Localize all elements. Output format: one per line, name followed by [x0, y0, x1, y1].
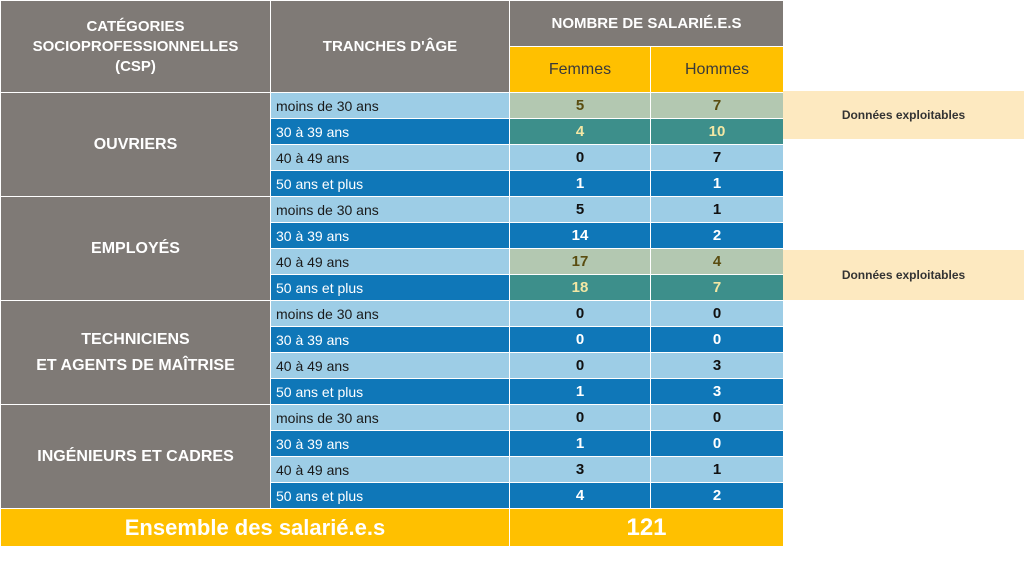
- age-cell: moins de 30 ans: [270, 300, 510, 327]
- women-value: 0: [509, 300, 651, 327]
- age-cell: 40 à 49 ans: [270, 352, 510, 379]
- age-cell: 50 ans et plus: [270, 378, 510, 405]
- age-header: TRANCHES D'ÂGE: [270, 0, 510, 93]
- women-value: 1: [509, 170, 651, 197]
- men-value: 2: [650, 222, 784, 249]
- women-value: 0: [509, 404, 651, 431]
- men-value: 7: [650, 92, 784, 119]
- men-value: 10: [650, 118, 784, 145]
- men-value: 1: [650, 170, 784, 197]
- women-value: 0: [509, 144, 651, 171]
- women-value: 1: [509, 378, 651, 405]
- men-value: 4: [650, 248, 784, 275]
- total-label: Ensemble des salarié.e.s: [0, 508, 510, 547]
- group-label-ouvriers: OUVRIERS: [0, 92, 271, 197]
- csp-header-line3: (CSP): [115, 57, 156, 75]
- women-value: 5: [509, 196, 651, 223]
- age-cell: 30 à 39 ans: [270, 430, 510, 457]
- men-value: 7: [650, 274, 784, 301]
- group-label-employes: EMPLOYÉS: [0, 196, 271, 301]
- women-value: 17: [509, 248, 651, 275]
- group-label-techniciens: TECHNICIENS ET AGENTS DE MAÎTRISE: [0, 300, 271, 405]
- men-value: 0: [650, 300, 784, 327]
- age-cell: 50 ans et plus: [270, 274, 510, 301]
- age-cell: 30 à 39 ans: [270, 222, 510, 249]
- age-cell: 40 à 49 ans: [270, 248, 510, 275]
- men-value: 1: [650, 456, 784, 483]
- employee-table: CATÉGORIES SOCIOPROFESSIONNELLES (CSP) T…: [0, 0, 784, 547]
- age-cell: 40 à 49 ans: [270, 456, 510, 483]
- men-value: 0: [650, 404, 784, 431]
- age-cell: moins de 30 ans: [270, 196, 510, 223]
- women-value: 3: [509, 456, 651, 483]
- total-value: 121: [509, 508, 784, 547]
- group-label-line2: ET AGENTS DE MAÎTRISE: [36, 356, 235, 374]
- women-value: 4: [509, 482, 651, 509]
- men-value: 0: [650, 430, 784, 457]
- age-cell: 50 ans et plus: [270, 170, 510, 197]
- men-value: 1: [650, 196, 784, 223]
- group-label-line1: INGÉNIEURS ET CADRES: [37, 447, 234, 465]
- men-value: 3: [650, 352, 784, 379]
- csp-header-line2: SOCIOPROFESSIONNELLES: [32, 37, 239, 55]
- women-header: Femmes: [509, 46, 651, 93]
- age-cell: 30 à 39 ans: [270, 118, 510, 145]
- note-exploitable-ouvriers: Données exploitables: [783, 91, 1024, 139]
- csp-header-line1: CATÉGORIES: [86, 17, 185, 35]
- group-label-ingenieurs: INGÉNIEURS ET CADRES: [0, 404, 271, 509]
- group-label-line1: OUVRIERS: [93, 135, 178, 153]
- csp-header: CATÉGORIES SOCIOPROFESSIONNELLES (CSP): [0, 0, 271, 93]
- age-cell: 30 à 39 ans: [270, 326, 510, 353]
- women-value: 1: [509, 430, 651, 457]
- women-value: 4: [509, 118, 651, 145]
- note-exploitable-employes: Données exploitables: [783, 250, 1024, 300]
- men-value: 7: [650, 144, 784, 171]
- women-value: 0: [509, 326, 651, 353]
- group-label-line1: EMPLOYÉS: [91, 239, 180, 257]
- count-header: NOMBRE DE SALARIÉ.E.S: [509, 0, 784, 47]
- men-value: 2: [650, 482, 784, 509]
- men-value: 0: [650, 326, 784, 353]
- women-value: 5: [509, 92, 651, 119]
- age-cell: moins de 30 ans: [270, 404, 510, 431]
- women-value: 0: [509, 352, 651, 379]
- men-value: 3: [650, 378, 784, 405]
- group-label-line1: TECHNICIENS: [81, 330, 190, 348]
- age-cell: 50 ans et plus: [270, 482, 510, 509]
- men-header: Hommes: [650, 46, 784, 93]
- women-value: 14: [509, 222, 651, 249]
- women-value: 18: [509, 274, 651, 301]
- age-cell: 40 à 49 ans: [270, 144, 510, 171]
- age-cell: moins de 30 ans: [270, 92, 510, 119]
